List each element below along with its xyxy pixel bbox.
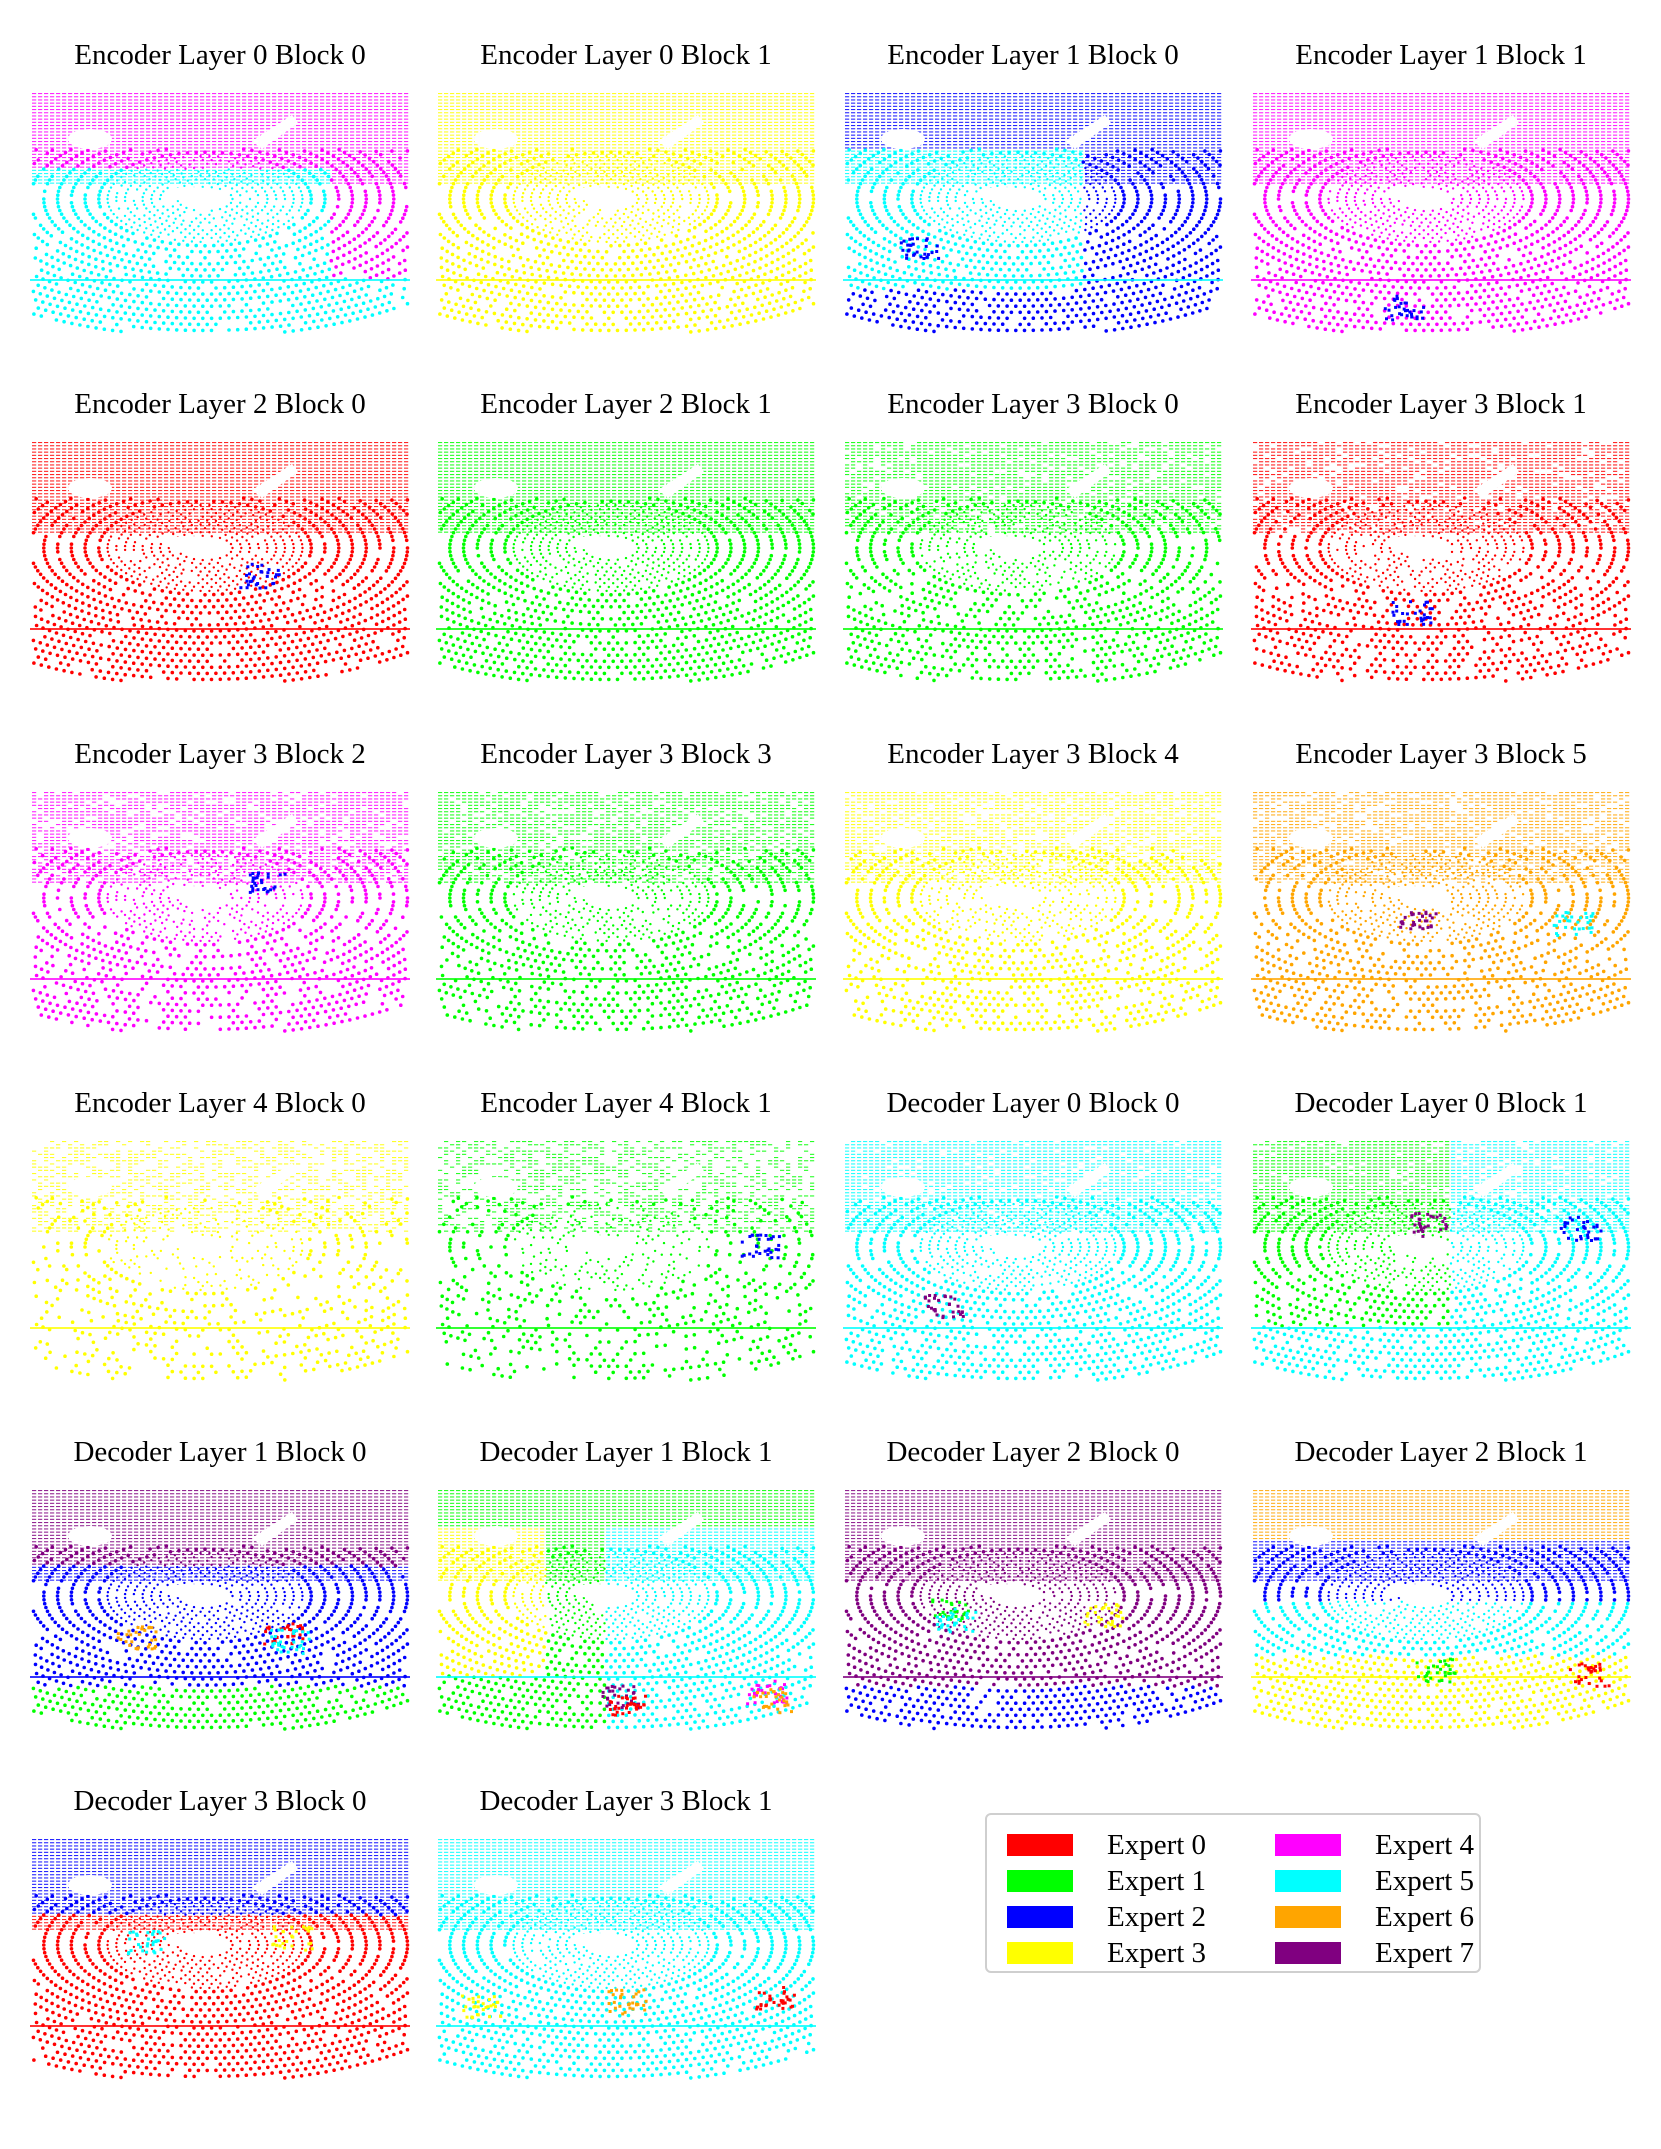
panel-title: Encoder Layer 1 Block 1: [1251, 35, 1631, 75]
legend-item-expert-6: Expert 6: [1275, 1899, 1505, 1933]
panel: Decoder Layer 2 Block 1: [1251, 1432, 1631, 1732]
point-cloud-image: [843, 1137, 1223, 1383]
point-cloud-image: [436, 788, 816, 1034]
point-cloud-image: [30, 1137, 410, 1383]
panel: Encoder Layer 1 Block 1: [1251, 35, 1631, 335]
panel-title: Decoder Layer 1 Block 0: [30, 1432, 410, 1472]
panel: Encoder Layer 3 Block 3: [436, 734, 816, 1034]
panel: Encoder Layer 0 Block 0: [30, 35, 410, 335]
legend-item-expert-3: Expert 3: [1007, 1935, 1237, 1969]
panel: Decoder Layer 3 Block 0: [30, 1781, 410, 2081]
panel-title: Encoder Layer 4 Block 0: [30, 1083, 410, 1123]
legend-label: Expert 2: [1107, 1899, 1206, 1935]
point-cloud-image: [30, 1486, 410, 1732]
panel-title: Encoder Layer 2 Block 1: [436, 384, 816, 424]
panel: Decoder Layer 1 Block 0: [30, 1432, 410, 1732]
point-cloud-image: [1251, 1486, 1631, 1732]
panel: Encoder Layer 4 Block 0: [30, 1083, 410, 1383]
panel-title: Decoder Layer 0 Block 0: [843, 1083, 1223, 1123]
point-cloud-image: [843, 89, 1223, 335]
point-cloud-image: [1251, 1137, 1631, 1383]
legend: Expert 0 Expert 1 Expert 2 Expert 3 Expe…: [985, 1813, 1481, 1973]
panel-title: Encoder Layer 3 Block 3: [436, 734, 816, 774]
legend-label: Expert 1: [1107, 1863, 1206, 1899]
point-cloud-image: [1251, 438, 1631, 684]
panel-title: Decoder Layer 2 Block 1: [1251, 1432, 1631, 1472]
panel-title: Decoder Layer 1 Block 1: [436, 1432, 816, 1472]
point-cloud-image: [30, 788, 410, 1034]
panel-title: Encoder Layer 3 Block 0: [843, 384, 1223, 424]
panel-title: Encoder Layer 1 Block 0: [843, 35, 1223, 75]
point-cloud-image: [843, 438, 1223, 684]
panel-title: Decoder Layer 3 Block 0: [30, 1781, 410, 1821]
panel-title: Encoder Layer 3 Block 5: [1251, 734, 1631, 774]
legend-swatch-expert-1: [1007, 1870, 1073, 1892]
point-cloud-image: [436, 89, 816, 335]
panel: Encoder Layer 3 Block 2: [30, 734, 410, 1034]
point-cloud-image: [30, 438, 410, 684]
panel-title: Encoder Layer 3 Block 2: [30, 734, 410, 774]
legend-item-expert-0: Expert 0: [1007, 1827, 1237, 1861]
legend-swatch-expert-5: [1275, 1870, 1341, 1892]
panel-title: Encoder Layer 0 Block 0: [30, 35, 410, 75]
panel: Encoder Layer 0 Block 1: [436, 35, 816, 335]
panel: Encoder Layer 2 Block 1: [436, 384, 816, 684]
legend-label: Expert 0: [1107, 1827, 1206, 1863]
panel-title: Decoder Layer 2 Block 0: [843, 1432, 1223, 1472]
panel: Decoder Layer 3 Block 1: [436, 1781, 816, 2081]
panel: Encoder Layer 2 Block 0: [30, 384, 410, 684]
panel-title: Encoder Layer 3 Block 4: [843, 734, 1223, 774]
point-cloud-image: [1251, 788, 1631, 1034]
point-cloud-image: [436, 1137, 816, 1383]
panel: Encoder Layer 4 Block 1: [436, 1083, 816, 1383]
legend-label: Expert 4: [1375, 1827, 1474, 1863]
legend-item-expert-1: Expert 1: [1007, 1863, 1237, 1897]
legend-label: Expert 3: [1107, 1935, 1206, 1971]
panel-title: Encoder Layer 3 Block 1: [1251, 384, 1631, 424]
panel: Decoder Layer 0 Block 0: [843, 1083, 1223, 1383]
panel: Encoder Layer 3 Block 5: [1251, 734, 1631, 1034]
legend-label: Expert 7: [1375, 1935, 1474, 1971]
panel-title: Encoder Layer 2 Block 0: [30, 384, 410, 424]
point-cloud-image: [30, 1835, 410, 2081]
panel: Decoder Layer 0 Block 1: [1251, 1083, 1631, 1383]
legend-swatch-expert-2: [1007, 1906, 1073, 1928]
legend-swatch-expert-0: [1007, 1834, 1073, 1856]
panel-title: Encoder Layer 4 Block 1: [436, 1083, 816, 1123]
panel-title: Decoder Layer 0 Block 1: [1251, 1083, 1631, 1123]
panel: Encoder Layer 1 Block 0: [843, 35, 1223, 335]
point-cloud-image: [436, 1835, 816, 2081]
panel: Decoder Layer 2 Block 0: [843, 1432, 1223, 1732]
panel-title: Encoder Layer 0 Block 1: [436, 35, 816, 75]
point-cloud-image: [843, 1486, 1223, 1732]
legend-item-expert-7: Expert 7: [1275, 1935, 1505, 1969]
legend-label: Expert 5: [1375, 1863, 1474, 1899]
legend-swatch-expert-3: [1007, 1942, 1073, 1964]
panel: Encoder Layer 3 Block 0: [843, 384, 1223, 684]
legend-swatch-expert-4: [1275, 1834, 1341, 1856]
legend-label: Expert 6: [1375, 1899, 1474, 1935]
panel: Encoder Layer 3 Block 4: [843, 734, 1223, 1034]
legend-item-expert-4: Expert 4: [1275, 1827, 1505, 1861]
legend-swatch-expert-7: [1275, 1942, 1341, 1964]
point-cloud-image: [843, 788, 1223, 1034]
point-cloud-image: [1251, 89, 1631, 335]
panel: Decoder Layer 1 Block 1: [436, 1432, 816, 1732]
panel: Encoder Layer 3 Block 1: [1251, 384, 1631, 684]
legend-item-expert-5: Expert 5: [1275, 1863, 1505, 1897]
point-cloud-image: [436, 438, 816, 684]
panel-title: Decoder Layer 3 Block 1: [436, 1781, 816, 1821]
point-cloud-image: [436, 1486, 816, 1732]
legend-item-expert-2: Expert 2: [1007, 1899, 1237, 1933]
legend-swatch-expert-6: [1275, 1906, 1341, 1928]
point-cloud-image: [30, 89, 410, 335]
